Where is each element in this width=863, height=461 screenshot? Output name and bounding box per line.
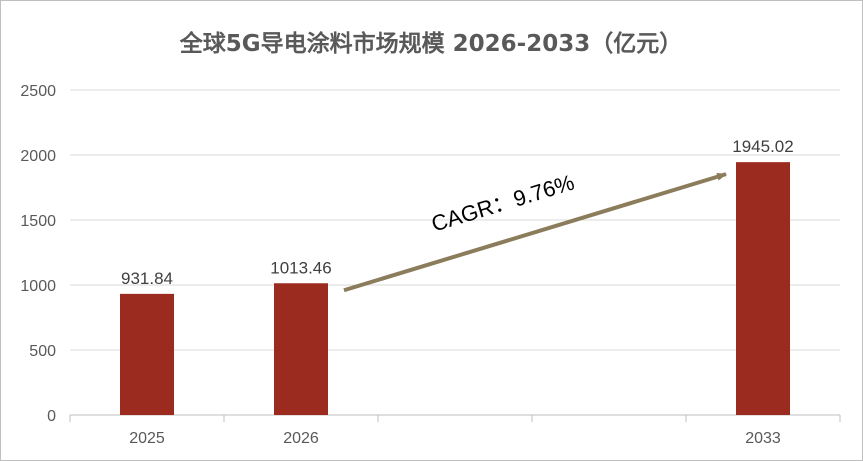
y-tick-label: 1000 — [20, 278, 56, 295]
y-tick-label: 1500 — [20, 213, 56, 230]
bar-2026 — [274, 283, 328, 415]
y-tick-label: 500 — [29, 343, 56, 360]
data-label-2033: 1945.02 — [732, 137, 793, 156]
y-tick-label: 2000 — [20, 148, 56, 165]
chart-title: 全球5G导电涂料市场规模 2026-2033（亿元） — [179, 30, 682, 57]
data-label-2025: 931.84 — [121, 269, 173, 288]
y-tick-label: 2500 — [20, 83, 56, 100]
data-label-2026: 1013.46 — [270, 258, 331, 277]
y-tick-label: 0 — [47, 408, 56, 425]
cagr-arrow — [343, 172, 727, 293]
x-tick-label: 2033 — [745, 430, 781, 447]
bar-2025 — [120, 293, 174, 415]
bar-2033 — [736, 162, 790, 415]
x-tick-label: 2026 — [283, 430, 319, 447]
x-tick-label: 2025 — [129, 430, 165, 447]
